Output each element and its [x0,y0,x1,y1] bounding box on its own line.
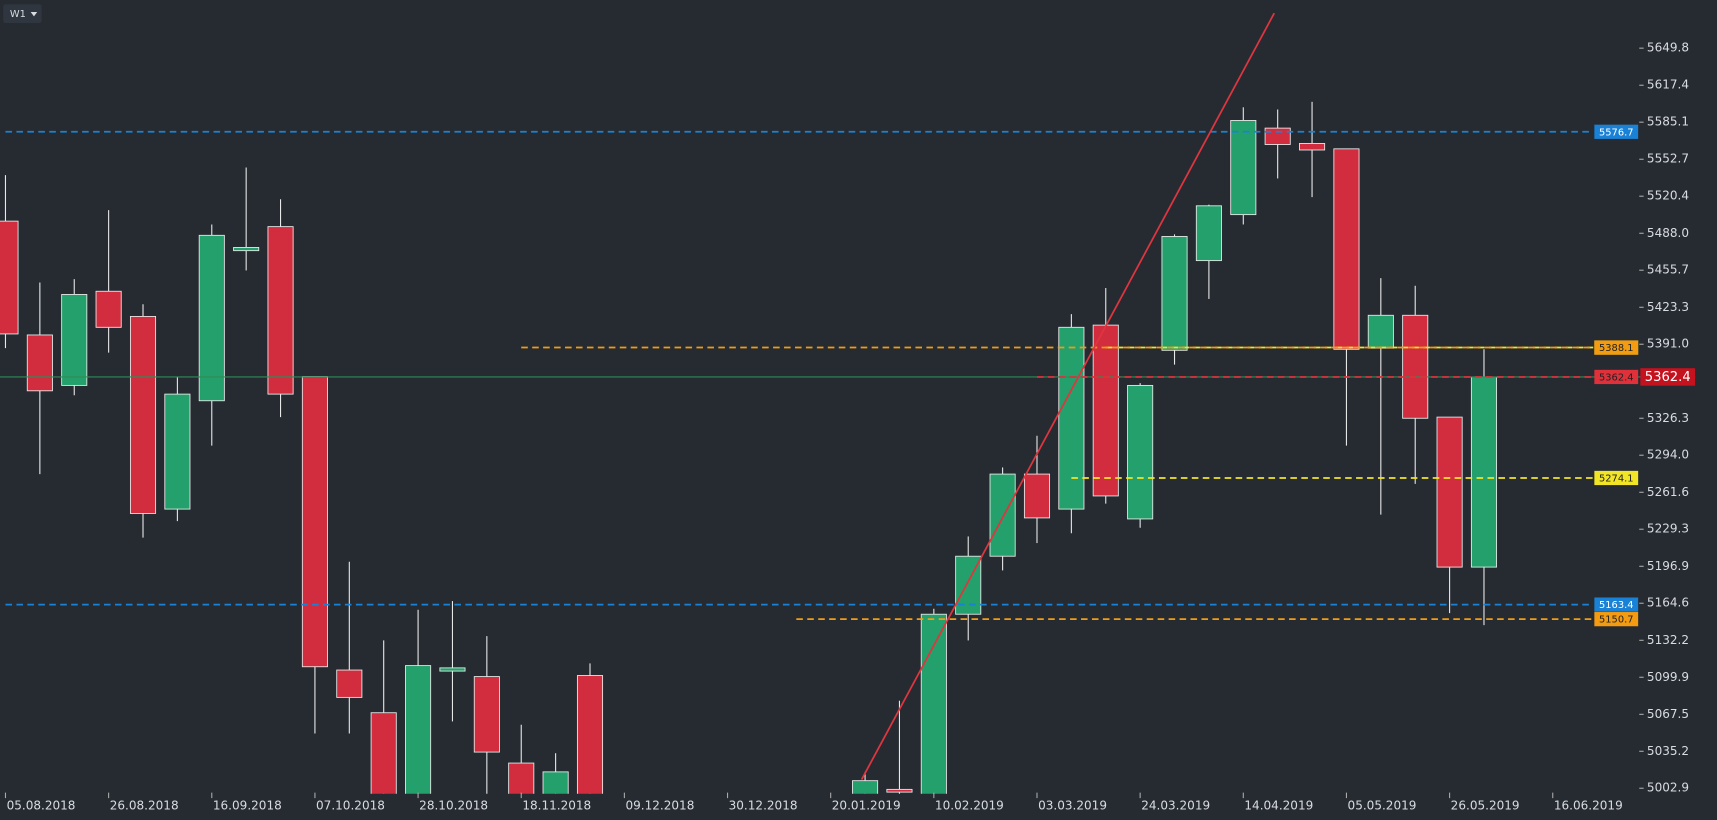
candle-body [233,247,260,252]
x-tick-label: 28.10.2018 [419,798,488,812]
candle-body [1264,127,1291,145]
candle-body [1092,324,1119,497]
level-label: 5362.4 [1599,373,1633,384]
candle-body [1023,473,1051,519]
candle-body [576,675,604,794]
candle-body [542,771,569,794]
candle-body [129,315,157,514]
level-label-bg [1594,597,1639,612]
y-tick-label: 5294.0 [1647,448,1689,462]
x-tick-label: 14.04.2019 [1244,798,1313,812]
candle-body [1470,376,1498,568]
x-tick-label: 26.08.2018 [110,798,179,812]
level-label: 5163.4 [1599,600,1633,611]
candle-body [267,226,294,395]
x-tick-label: 16.06.2019 [1554,798,1623,812]
x-tick-label: 03.03.2019 [1038,798,1107,812]
candle-body [439,667,466,672]
candle-body [1299,143,1326,151]
y-tick-label: 5326.3 [1647,411,1689,425]
y-tick-label: 5035.2 [1647,744,1689,758]
dropdown-arrow[interactable] [30,12,38,17]
x-tick-label: 20.01.2019 [832,798,901,812]
candle-body [336,669,363,698]
candle-body [886,788,913,793]
candle-body [1195,205,1222,262]
last-price-bg [1640,368,1696,386]
candle-body [198,234,225,402]
y-tick-label: 5488.0 [1647,226,1689,240]
candle-body [1367,314,1394,349]
y-tick-label: 5391.0 [1647,337,1689,351]
last-price-label: 5362.4 [1645,370,1691,385]
y-tick-label: 5552.7 [1647,152,1689,166]
level-label-bg [1594,612,1639,627]
y-tick-label: 5261.6 [1647,485,1689,499]
candle-body [989,473,1016,557]
y-tick-label: 5164.6 [1647,596,1689,610]
x-tick-label: 09.12.2018 [625,798,694,812]
y-tick-label: 5617.4 [1647,78,1689,92]
timeframe-label[interactable]: W1 [10,9,26,20]
candle-body [301,376,328,668]
level-label: 5576.7 [1599,127,1633,138]
x-tick-label: 07.10.2018 [316,798,385,812]
candle-body [370,712,397,794]
y-tick-label: 5423.3 [1647,300,1689,314]
candle-body [95,290,122,328]
candle-body [405,665,432,794]
level-label: 5274.1 [1599,474,1633,485]
y-tick-label: 5002.9 [1647,781,1689,795]
y-tick-label: 5132.2 [1647,633,1689,647]
y-tick-label: 5585.1 [1647,115,1689,129]
candle-body [26,334,53,392]
candle-body [1161,236,1188,351]
x-tick-label: 16.09.2018 [213,798,282,812]
y-tick-label: 5229.3 [1647,522,1689,536]
overlay: 5649.8 5617.4 5585.1 5552.7 5520.4 5488.0 5455… [0,12,1696,812]
x-tick-label: 30.12.2018 [729,798,798,812]
candle-body [1436,416,1463,568]
candle-body [920,613,947,794]
candle-body [0,220,19,335]
trend-line [860,12,1276,780]
candle-body [164,393,191,510]
candle-body [852,780,879,794]
candle-body [1402,314,1429,419]
x-tick-label: 05.08.2018 [7,798,76,812]
x-tick-label: 26.05.2019 [1451,798,1520,812]
level-label-bg [1594,369,1639,385]
x-tick-label: 18.11.2018 [522,798,591,812]
candle-body [508,762,535,794]
y-tick-label: 5649.8 [1647,41,1689,55]
x-tick-label: 24.03.2019 [1141,798,1210,812]
plot-area [0,101,1498,794]
button-bg[interactable] [3,4,42,23]
level-label-bg [1594,470,1639,486]
candle-body [1333,148,1360,350]
candle-body [1127,384,1154,520]
y-tick-label: 5520.4 [1647,189,1689,203]
x-tick-label: 05.05.2019 [1348,798,1417,812]
level-label: 5388.1 [1599,343,1633,354]
y-tick-label: 5099.9 [1647,670,1689,684]
y-tick-label: 5455.7 [1647,263,1689,277]
timeframe-button[interactable]: W1 [3,4,42,23]
candle-body [1230,120,1257,216]
level-label: 5150.7 [1599,615,1633,626]
y-tick-label: 5196.9 [1647,559,1689,573]
candle-body [473,676,500,753]
level-label-bg [1594,340,1639,355]
candle-body [61,294,88,386]
y-tick-label: 5067.5 [1647,707,1689,721]
candle-body [1058,326,1085,510]
x-tick-label: 10.02.2019 [935,798,1004,812]
level-label-bg [1594,124,1639,139]
